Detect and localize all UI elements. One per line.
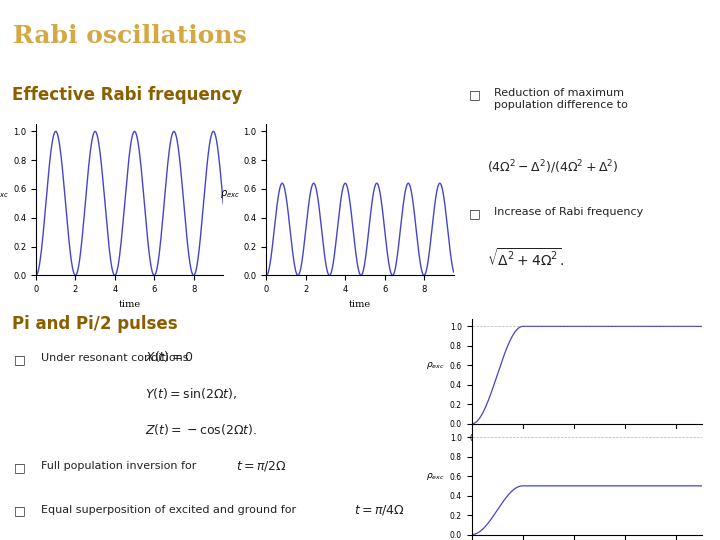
Text: □: □	[469, 207, 480, 220]
Text: □: □	[469, 88, 480, 101]
Text: $t = \pi/4\Omega$: $t = \pi/4\Omega$	[354, 503, 405, 517]
Text: Equal superposition of excited and ground for: Equal superposition of excited and groun…	[41, 504, 296, 515]
Text: □: □	[14, 504, 25, 517]
Text: Full population inversion for: Full population inversion for	[41, 461, 196, 471]
Text: □: □	[14, 461, 25, 474]
Text: $X(t) = 0$: $X(t) = 0$	[145, 349, 194, 364]
Text: Reduction of maximum
population difference to: Reduction of maximum population differen…	[495, 88, 629, 110]
Text: $Z(t) = -\cos(2\Omega t).$: $Z(t) = -\cos(2\Omega t).$	[145, 422, 257, 437]
Y-axis label: $\rho_{exc}$: $\rho_{exc}$	[426, 471, 445, 482]
Text: $(4\Omega^2 - \Delta^2)/(4\Omega^2 + \Delta^2)$: $(4\Omega^2 - \Delta^2)/(4\Omega^2 + \De…	[487, 159, 618, 177]
Text: Pi and Pi/2 pulses: Pi and Pi/2 pulses	[12, 315, 177, 333]
Y-axis label: $\rho_{exc}$: $\rho_{exc}$	[220, 188, 240, 200]
X-axis label: time: time	[349, 300, 371, 309]
Text: Increase of Rabi frequency: Increase of Rabi frequency	[495, 207, 644, 218]
Text: Under resonant conditions: Under resonant conditions	[41, 353, 189, 363]
Text: Rabi oscillations: Rabi oscillations	[13, 24, 247, 48]
Text: □: □	[14, 353, 25, 366]
Text: Effective Rabi frequency: Effective Rabi frequency	[12, 85, 242, 104]
Text: $Y(t) = \sin(2\Omega t),$: $Y(t) = \sin(2\Omega t),$	[145, 386, 238, 401]
Text: $t = \pi/2\Omega$: $t = \pi/2\Omega$	[236, 459, 287, 473]
X-axis label: time: time	[577, 448, 597, 457]
Y-axis label: $\rho_{exc}$: $\rho_{exc}$	[0, 188, 9, 200]
Text: $\sqrt{\Delta^2 + 4\Omega^2}.$: $\sqrt{\Delta^2 + 4\Omega^2}.$	[487, 247, 564, 269]
Y-axis label: $\rho_{exc}$: $\rho_{exc}$	[426, 360, 445, 372]
X-axis label: time: time	[119, 300, 140, 309]
